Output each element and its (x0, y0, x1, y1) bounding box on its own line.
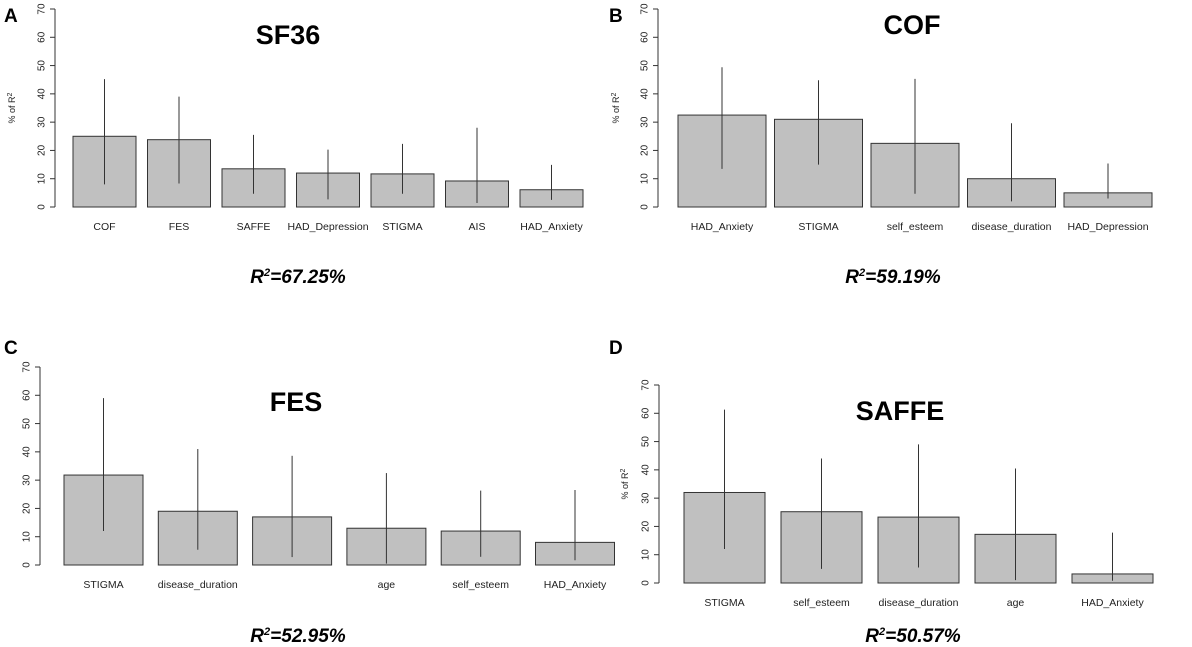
y-tick-label: 60 (37, 31, 48, 43)
y-axis-label: % of R2 (7, 92, 17, 123)
panel-letter: B (609, 6, 623, 27)
y-tick-label: 40 (641, 464, 652, 476)
y-tick-label: 40 (37, 88, 48, 100)
category-label: HAD_Anxiety (544, 579, 607, 591)
y-tick-label: 0 (640, 204, 651, 210)
panel-c: C FES 0 10 20 30 40 50 60 70 STIGMA disease_duratio… (4, 338, 615, 647)
chart-title: FES (270, 387, 323, 417)
category-label: SAFFE (237, 221, 271, 233)
y-tick-label: 60 (22, 389, 33, 401)
chart-title: SAFFE (856, 396, 945, 426)
y-tick-label: 50 (641, 436, 652, 448)
y-axis-label: % of R2 (611, 92, 621, 123)
panel-letter: D (609, 338, 623, 359)
category-label: STIGMA (83, 579, 123, 591)
y-tick-label: 40 (22, 446, 33, 458)
category-label: STIGMA (382, 221, 422, 233)
category-label: HAD_Depression (287, 221, 368, 233)
y-tick-label: 20 (641, 520, 652, 532)
y-tick-label: 20 (22, 502, 33, 514)
category-label: self_esteem (452, 579, 509, 591)
category-label: HAD_Depression (1067, 221, 1148, 233)
category-label: self_esteem (887, 221, 944, 233)
y-tick-label: 70 (37, 3, 48, 15)
category-label: age (1007, 597, 1025, 609)
chart-title: COF (884, 10, 941, 40)
y-tick-label: 50 (22, 418, 33, 430)
y-tick-label: 0 (22, 562, 33, 568)
y-tick-label: 20 (640, 144, 651, 156)
y-tick-label: 40 (640, 88, 651, 100)
category-label: STIGMA (704, 597, 744, 609)
category-label: disease_duration (158, 579, 238, 591)
category-label: HAD_Anxiety (691, 221, 754, 233)
y-axis-label: % of R2 (620, 468, 630, 499)
category-label: age (378, 579, 396, 591)
panel-d: D SAFFE 0 10 20 30 40 50 60 70 % of R2 STIGMA self_e… (609, 338, 1154, 647)
y-tick-label: 0 (641, 580, 652, 586)
category-label: HAD_Anxiety (1081, 597, 1144, 609)
r2-annotation: R2=52.95% (250, 626, 346, 647)
r2-annotation: R2=67.25% (250, 267, 346, 288)
panel-letter: C (4, 338, 18, 359)
chart-title: SF36 (256, 20, 321, 50)
y-tick-label: 30 (37, 116, 48, 128)
y-tick-label: 60 (640, 31, 651, 43)
y-tick-label: 50 (640, 60, 651, 72)
y-tick-label: 50 (37, 60, 48, 72)
y-tick-label: 30 (641, 492, 652, 504)
y-tick-label: 70 (640, 3, 651, 15)
r2-annotation: R2=50.57% (865, 626, 961, 647)
y-tick-label: 0 (37, 204, 48, 210)
category-label: FES (169, 221, 189, 233)
panel-b: B COF 0 10 20 30 40 50 60 70 % of R2 HAD_Anxiety STI… (609, 3, 1153, 288)
category-label: AIS (469, 221, 486, 233)
y-tick-label: 20 (37, 144, 48, 156)
category-label: STIGMA (798, 221, 838, 233)
category-label: COF (93, 221, 115, 233)
panel-a: A SF36 0 10 20 30 40 50 60 70 % of R2 COF FES SAFFE HA… (4, 3, 584, 288)
y-tick-label: 10 (641, 549, 652, 561)
panel-letter: A (4, 6, 18, 27)
category-label: HAD_Anxiety (520, 221, 583, 233)
y-tick-label: 10 (22, 531, 33, 543)
y-tick-label: 70 (22, 361, 33, 373)
y-tick-label: 30 (22, 474, 33, 486)
y-tick-label: 70 (641, 379, 652, 391)
y-tick-label: 30 (640, 116, 651, 128)
r2-annotation: R2=59.19% (845, 267, 941, 288)
y-tick-label: 10 (37, 173, 48, 185)
category-label: self_esteem (793, 597, 850, 609)
category-label: disease_duration (972, 221, 1052, 233)
category-label: disease_duration (879, 597, 959, 609)
y-tick-label: 60 (641, 407, 652, 419)
y-tick-label: 10 (640, 173, 651, 185)
